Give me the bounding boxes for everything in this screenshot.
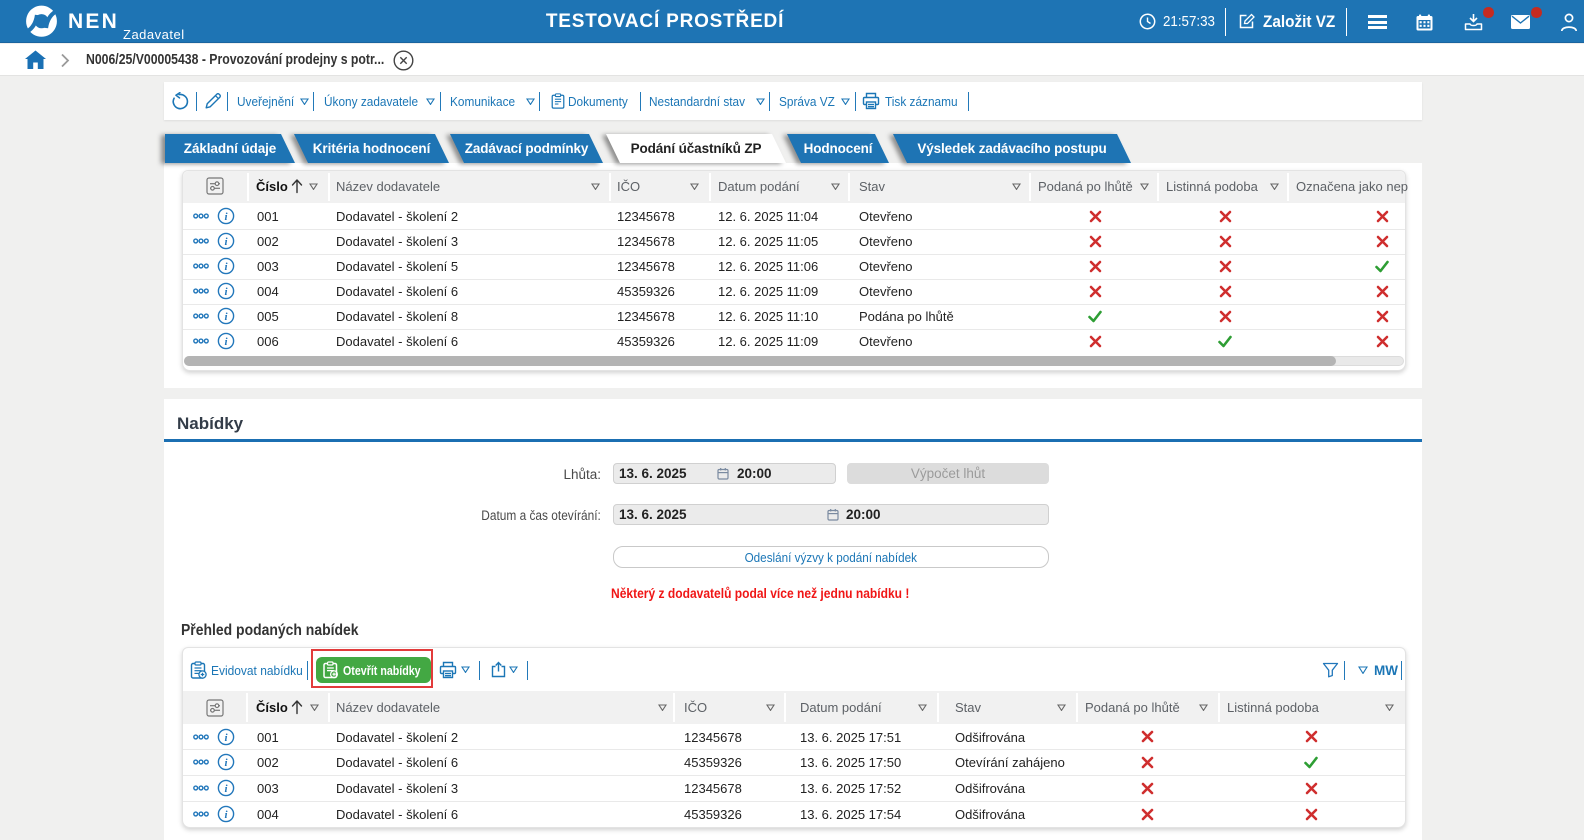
svg-text:i: i xyxy=(224,809,228,821)
svg-text:i: i xyxy=(224,732,228,744)
svg-text:i: i xyxy=(224,261,228,273)
svg-text:i: i xyxy=(224,783,228,795)
svg-text:i: i xyxy=(224,311,228,323)
svg-text:i: i xyxy=(224,757,228,769)
svg-text:i: i xyxy=(224,286,228,298)
svg-text:i: i xyxy=(224,211,228,223)
svg-text:i: i xyxy=(224,236,228,248)
svg-text:i: i xyxy=(224,336,228,348)
